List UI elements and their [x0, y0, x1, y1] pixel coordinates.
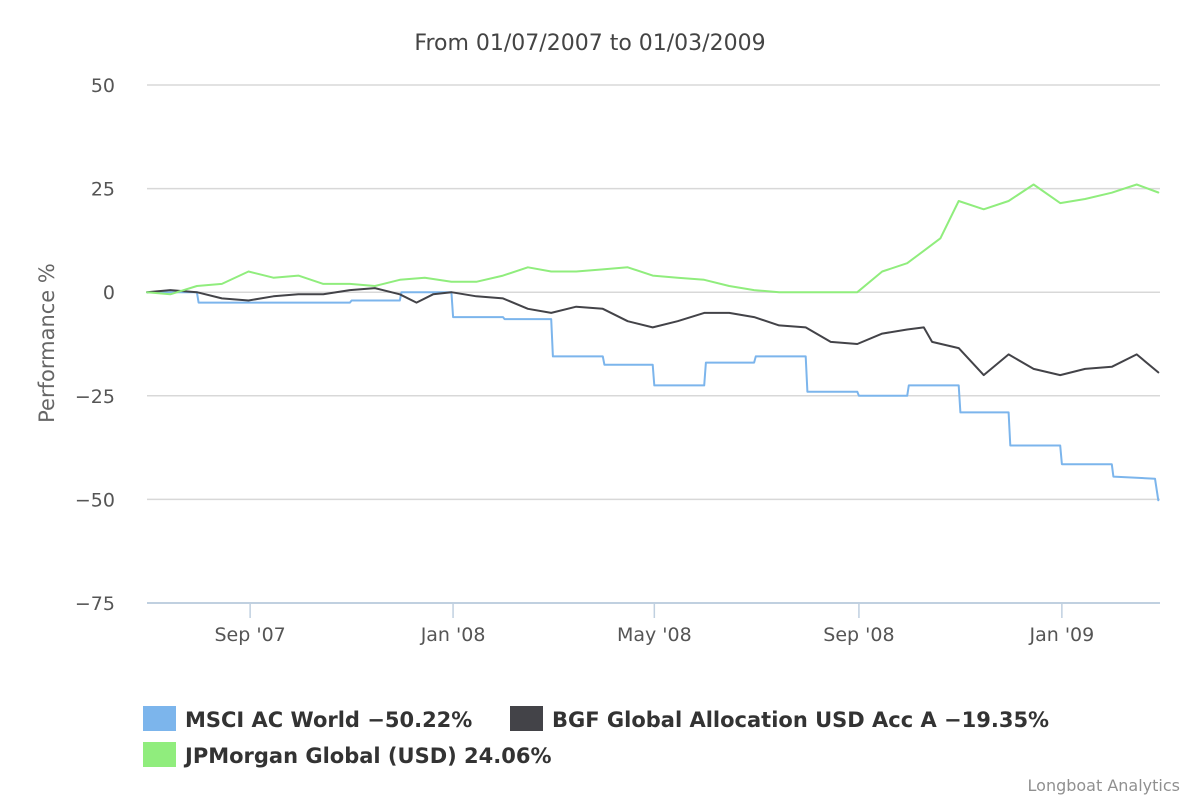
legend-swatch: [510, 706, 543, 731]
series-line-3[interactable]: [146, 183, 1160, 296]
credit-text[interactable]: Longboat Analytics: [1028, 776, 1180, 795]
gridlines: [147, 84, 1160, 604]
legend-label: BGF Global Allocation USD Acc A −19.35%: [552, 708, 1049, 732]
y-tick-label: −75: [75, 593, 115, 615]
x-tick-label: Sep '07: [215, 624, 286, 646]
x-tick-label: Sep '08: [823, 624, 894, 646]
y-tick-label: 25: [91, 179, 115, 201]
legend-item[interactable]: JPMorgan Global (USD) 24.06%: [143, 742, 552, 768]
x-tick-label: May '08: [617, 624, 692, 646]
legend-label: MSCI AC World −50.22%: [185, 708, 472, 732]
series-lines: [146, 183, 1160, 502]
y-tick-label: −50: [75, 489, 115, 511]
legend-swatch: [143, 742, 176, 767]
y-tick-label: −25: [75, 386, 115, 408]
y-tick-label: 50: [91, 75, 115, 97]
y-axis-ticks: 50 25 0 −25 −50 −75: [75, 75, 115, 615]
legend: MSCI AC World −50.22% BGF Global Allocati…: [143, 706, 1049, 768]
legend-swatch: [143, 706, 176, 731]
series-line-2[interactable]: [146, 287, 1160, 377]
x-tick-label: Jan '08: [420, 624, 486, 646]
chart-title: From 01/07/2007 to 01/03/2009: [414, 31, 765, 56]
legend-item[interactable]: BGF Global Allocation USD Acc A −19.35%: [510, 706, 1049, 732]
legend-item[interactable]: MSCI AC World −50.22%: [143, 706, 472, 732]
series-line-1[interactable]: [146, 291, 1160, 502]
legend-label: JPMorgan Global (USD) 24.06%: [183, 744, 552, 768]
y-axis-label: Performance %: [35, 263, 59, 423]
y-tick-label: 0: [103, 282, 115, 304]
x-tick-label: Jan '09: [1028, 624, 1094, 646]
x-axis: Sep '07 Jan '08 May '08 Sep '08 Jan '09: [215, 603, 1094, 646]
